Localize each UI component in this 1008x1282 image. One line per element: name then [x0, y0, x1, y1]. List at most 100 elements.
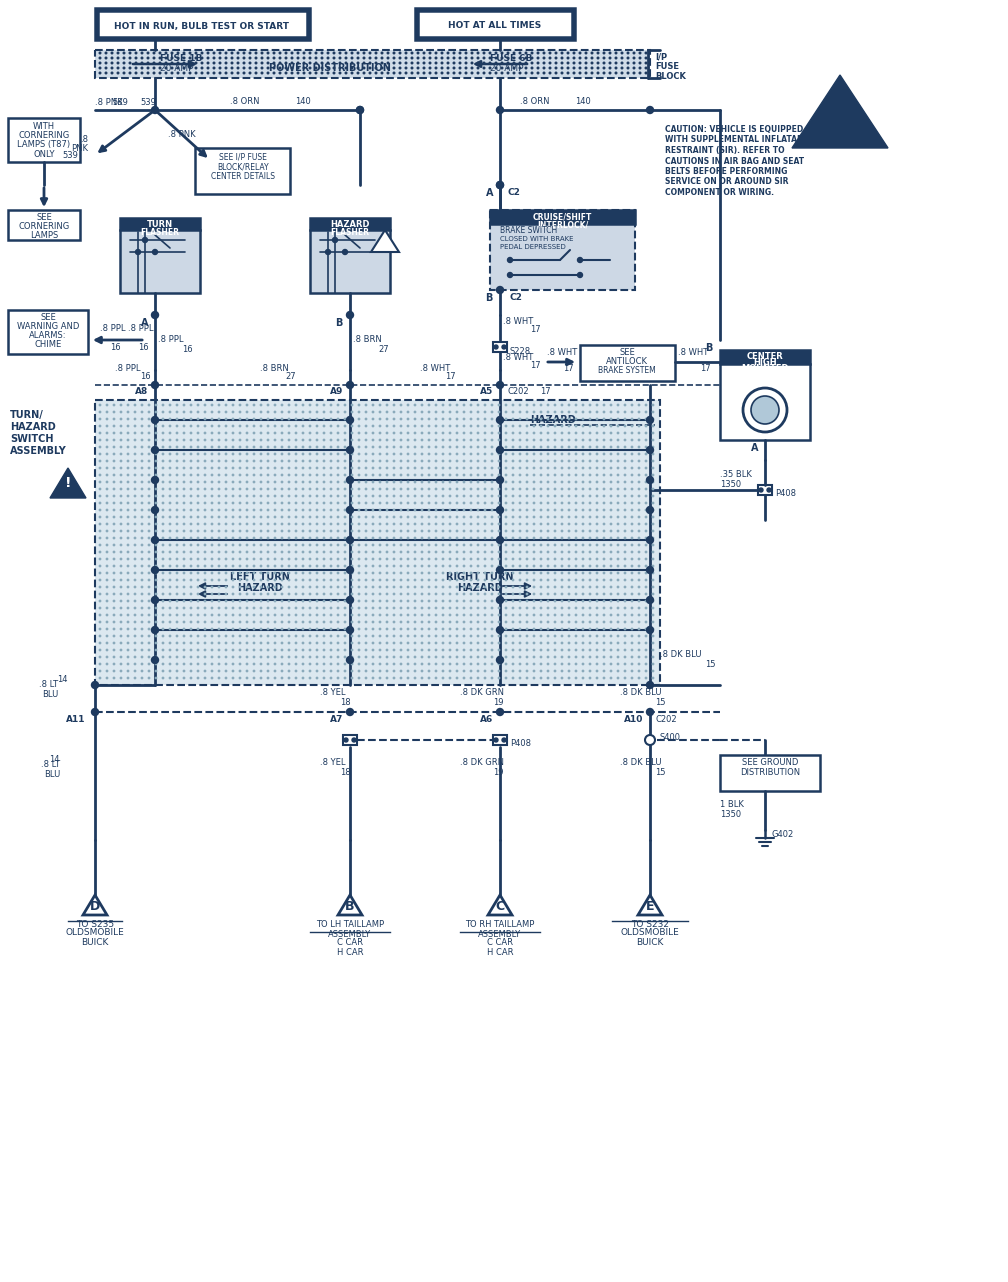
Circle shape [253, 418, 255, 419]
Text: 27: 27 [378, 346, 389, 355]
Polygon shape [83, 895, 107, 915]
Circle shape [435, 509, 436, 510]
Circle shape [338, 412, 339, 413]
Circle shape [450, 426, 451, 427]
Circle shape [267, 58, 269, 59]
Circle shape [260, 468, 262, 469]
Circle shape [151, 417, 158, 423]
Circle shape [274, 517, 276, 518]
Circle shape [324, 565, 325, 567]
Circle shape [547, 454, 548, 455]
Circle shape [295, 642, 296, 644]
Circle shape [428, 656, 429, 658]
Circle shape [638, 636, 640, 637]
Circle shape [540, 642, 541, 644]
Circle shape [569, 404, 570, 405]
Circle shape [352, 663, 353, 664]
Circle shape [205, 460, 206, 462]
Circle shape [435, 495, 436, 496]
Circle shape [106, 426, 108, 427]
Circle shape [141, 594, 143, 595]
Circle shape [338, 460, 339, 462]
Circle shape [295, 545, 296, 546]
Circle shape [113, 432, 115, 433]
Circle shape [645, 531, 647, 532]
Circle shape [113, 503, 115, 504]
Circle shape [638, 481, 640, 483]
Circle shape [414, 572, 415, 574]
Circle shape [646, 477, 653, 483]
Circle shape [576, 509, 577, 510]
Circle shape [183, 509, 184, 510]
Circle shape [226, 600, 227, 601]
Circle shape [428, 432, 429, 433]
Circle shape [498, 545, 500, 546]
Circle shape [134, 426, 136, 427]
Circle shape [155, 551, 156, 553]
Circle shape [526, 488, 528, 490]
Circle shape [372, 608, 374, 609]
Circle shape [295, 432, 296, 433]
Circle shape [414, 523, 415, 524]
Circle shape [478, 670, 479, 672]
Circle shape [561, 600, 562, 601]
Circle shape [365, 468, 367, 469]
Circle shape [309, 608, 310, 609]
Circle shape [569, 531, 570, 532]
Circle shape [569, 670, 570, 672]
Circle shape [393, 440, 395, 441]
Circle shape [505, 600, 507, 601]
Circle shape [169, 454, 170, 455]
Circle shape [491, 614, 493, 615]
Circle shape [631, 481, 633, 483]
Circle shape [399, 67, 401, 69]
Circle shape [471, 677, 472, 678]
Circle shape [400, 440, 402, 441]
Circle shape [569, 608, 570, 609]
Circle shape [176, 636, 177, 637]
Circle shape [226, 594, 227, 595]
Circle shape [372, 440, 374, 441]
Circle shape [372, 663, 374, 664]
Circle shape [267, 649, 269, 651]
Circle shape [652, 649, 654, 651]
Circle shape [624, 404, 626, 405]
Circle shape [260, 586, 262, 587]
Circle shape [338, 440, 339, 441]
Circle shape [497, 182, 504, 188]
Circle shape [578, 273, 583, 277]
Circle shape [162, 663, 163, 664]
Circle shape [205, 418, 206, 419]
Text: .8 YEL: .8 YEL [320, 758, 346, 767]
Circle shape [393, 594, 395, 595]
Circle shape [183, 579, 184, 581]
Circle shape [454, 58, 455, 59]
Circle shape [435, 649, 436, 651]
Circle shape [372, 594, 374, 595]
Circle shape [159, 67, 161, 69]
Circle shape [267, 495, 269, 496]
Circle shape [212, 656, 213, 658]
Circle shape [645, 545, 647, 546]
Circle shape [561, 474, 562, 476]
Circle shape [162, 628, 163, 629]
Circle shape [576, 600, 577, 601]
Circle shape [147, 72, 149, 74]
Circle shape [120, 432, 122, 433]
Circle shape [253, 454, 255, 455]
Circle shape [495, 63, 497, 64]
Circle shape [399, 53, 401, 54]
Circle shape [345, 404, 346, 405]
Circle shape [471, 404, 472, 405]
Circle shape [345, 579, 346, 581]
Circle shape [414, 608, 415, 609]
Circle shape [324, 426, 325, 427]
Circle shape [212, 474, 213, 476]
Circle shape [561, 628, 562, 629]
Circle shape [273, 53, 275, 54]
Circle shape [183, 656, 184, 658]
Text: .8 DK BLU: .8 DK BLU [620, 688, 661, 697]
Circle shape [260, 446, 262, 447]
Circle shape [428, 677, 429, 678]
Circle shape [274, 432, 276, 433]
